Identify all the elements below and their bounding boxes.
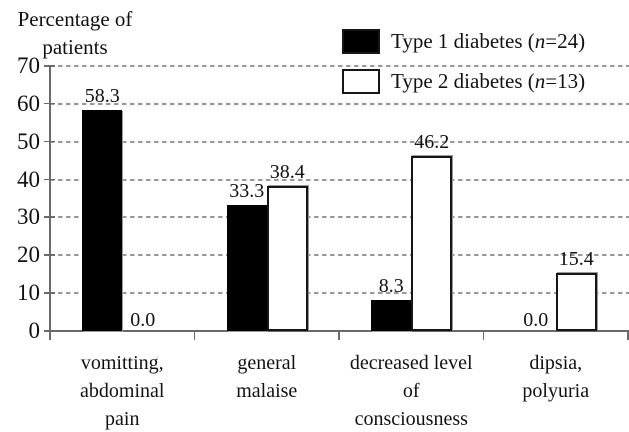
y-tick-label-0: 0 — [28, 318, 41, 343]
category-label-dipsia-polyuria: dipsia, polyuria — [471, 349, 629, 405]
y-axis-line — [49, 66, 51, 331]
legend-item-type-1-diabetes: Type 1 diabetes (n=24) — [342, 29, 585, 54]
value-label-decreased-level-of-consciousness-series-2: 46.2 — [414, 131, 450, 154]
y-axis-title-line-2: patients — [42, 35, 108, 59]
category-label-decreased-level-of-consciousness: decreased level of consciousness — [326, 349, 496, 432]
legend-item-type-2-diabetes: Type 2 diabetes (n=13) — [342, 69, 585, 94]
category-label-decreased-level-of-consciousness-line-2: of — [402, 380, 420, 402]
bar-general-malaise-series-1 — [226, 204, 267, 331]
bar-dipsia-polyuria-series-2 — [555, 272, 597, 331]
y-tick-label-60: 60 — [17, 90, 40, 116]
bar-general-malaise-series-2 — [266, 185, 308, 331]
legend-label-type-2: Type 2 diabetes (n=13) — [391, 69, 585, 94]
legend-swatch-type-2-icon — [342, 69, 380, 94]
legend-label-type-2-suffix: =13) — [545, 69, 586, 93]
value-label-dipsia-polyuria-series-2: 15.4 — [558, 247, 594, 270]
gridline-20 — [50, 254, 629, 257]
value-label-vomitting-abdominal-pain-series-2: 0.0 — [130, 309, 156, 331]
legend-label-type-1-n: n — [534, 29, 546, 53]
gridline-10 — [50, 292, 629, 295]
bar-vomitting-abdominal-pain-series-1 — [82, 110, 123, 331]
value-label-dipsia-polyuria-series-1: 0.0 — [523, 309, 549, 331]
x-tick-mark-0 — [49, 331, 51, 340]
category-label-decreased-level-of-consciousness-line-1: decreased level — [349, 352, 473, 374]
category-label-decreased-level-of-consciousness-line-3: consciousness — [354, 408, 468, 430]
legend-label-type-1: Type 1 diabetes (n=24) — [391, 29, 585, 54]
bar-decreased-level-of-consciousness-series-1 — [371, 299, 412, 331]
y-tick-mark-70 — [44, 65, 55, 67]
legend-label-type-1-prefix: Type 1 diabetes ( — [391, 29, 535, 53]
x-tick-mark-3 — [482, 331, 484, 340]
value-label-vomitting-abdominal-pain-series-1: 58.3 — [84, 85, 120, 108]
category-label-vomitting-abdominal-pain-line-2: abdominal — [80, 380, 165, 402]
legend-swatch-type-1-icon — [342, 29, 380, 54]
x-axis-line — [44, 330, 629, 332]
y-axis-title: Percentage of patients — [0, 5, 150, 61]
gridline-60 — [50, 102, 629, 105]
category-label-general-malaise-line-1: general — [237, 352, 297, 374]
category-label-vomitting-abdominal-pain-line-3: pain — [105, 408, 140, 430]
x-tick-mark-4 — [627, 331, 629, 340]
gridline-70 — [50, 65, 629, 67]
value-label-general-malaise-series-2: 38.4 — [269, 160, 305, 183]
value-label-general-malaise-series-1: 33.3 — [229, 179, 265, 202]
gridline-40 — [50, 178, 629, 181]
gridline-30 — [50, 216, 629, 219]
legend-label-type-1-suffix: =24) — [545, 29, 586, 53]
x-tick-mark-1 — [193, 331, 195, 340]
x-tick-mark-2 — [338, 331, 340, 340]
category-label-general-malaise: general malaise — [182, 349, 352, 405]
category-label-general-malaise-line-2: malaise — [236, 380, 298, 402]
y-tick-label-20: 20 — [17, 242, 40, 268]
bar-decreased-level-of-consciousness-series-2 — [411, 156, 453, 331]
category-label-dipsia-polyuria-line-2: polyuria — [522, 380, 590, 402]
category-label-vomitting-abdominal-pain-line-1: vomitting, — [80, 352, 164, 374]
gridline-50 — [50, 140, 629, 143]
legend-label-type-2-n: n — [534, 69, 546, 93]
y-tick-label-70: 70 — [17, 53, 40, 78]
y-axis-title-line-1: Percentage of — [17, 7, 133, 31]
legend: Type 1 diabetes (n=24) Type 2 diabetes (… — [342, 29, 585, 109]
value-label-decreased-level-of-consciousness-series-1: 8.3 — [378, 274, 404, 297]
y-tick-label-10: 10 — [17, 280, 40, 306]
y-tick-label-30: 30 — [17, 204, 40, 230]
category-label-vomitting-abdominal-pain: vomitting, abdominal pain — [37, 349, 207, 432]
y-tick-label-40: 40 — [17, 166, 40, 192]
category-label-dipsia-polyuria-line-1: dipsia, — [529, 352, 583, 374]
legend-label-type-2-prefix: Type 2 diabetes ( — [391, 69, 535, 93]
y-tick-label-50: 50 — [17, 128, 40, 154]
